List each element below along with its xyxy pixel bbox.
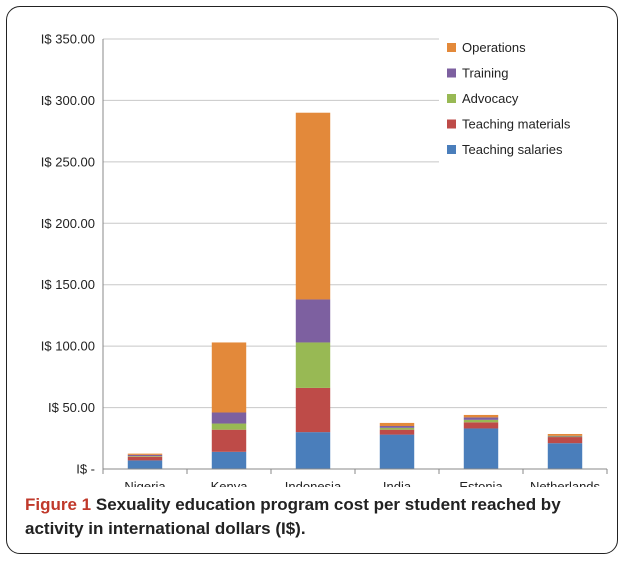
legend: Operations Training Advocacy Teaching mater… bbox=[439, 31, 611, 163]
bar-teaching-materials-india bbox=[379, 429, 415, 435]
caption-text: Sexuality education program cost per stu… bbox=[25, 495, 561, 538]
y-tick-label: I$ 50.00 bbox=[48, 400, 95, 415]
x-category-label: Netherlands bbox=[530, 479, 601, 487]
bar-operations-india bbox=[379, 422, 415, 426]
bar-teaching-salaries-indonesia bbox=[295, 432, 331, 469]
bar-operations-indonesia bbox=[295, 112, 331, 300]
bar-training-indonesia bbox=[295, 299, 331, 343]
bar-operations-estonia bbox=[463, 414, 499, 418]
legend-swatch bbox=[447, 43, 456, 52]
legend-label: Operations bbox=[462, 40, 526, 55]
bars bbox=[127, 112, 583, 469]
y-tick-label: I$ 300.00 bbox=[41, 93, 95, 108]
bar-advocacy-indonesia bbox=[295, 342, 331, 388]
stacked-bar-chart: I$ - I$ 50.00 I$ 100.00 I$ 150.00 I$ 200.00 I… bbox=[41, 31, 611, 487]
bar-training-india bbox=[379, 426, 415, 428]
bar-training-netherlands bbox=[547, 435, 583, 437]
x-category-label: Indonesia bbox=[285, 479, 342, 487]
y-tick-label: I$ 250.00 bbox=[41, 154, 95, 169]
bar-operations-kenya bbox=[211, 342, 247, 413]
figure-label: Figure 1 bbox=[25, 495, 92, 514]
y-tick-label: I$ 100.00 bbox=[41, 339, 95, 354]
y-tick-label: I$ 150.00 bbox=[41, 277, 95, 292]
x-category-label: Estonia bbox=[459, 479, 503, 487]
x-category-label: Nigeria bbox=[124, 479, 166, 487]
bar-advocacy-netherlands bbox=[547, 436, 583, 438]
bar-teaching-materials-estonia bbox=[463, 422, 499, 429]
y-tick-label: I$ - bbox=[76, 462, 95, 477]
bar-teaching-materials-indonesia bbox=[295, 387, 331, 433]
bar-advocacy-india bbox=[379, 427, 415, 430]
bar-teaching-materials-nigeria bbox=[127, 456, 163, 461]
legend-swatch bbox=[447, 68, 456, 78]
bar-teaching-salaries-kenya bbox=[211, 451, 247, 469]
legend-label: Training bbox=[462, 66, 508, 81]
x-category-label: India bbox=[383, 479, 412, 487]
gridlines bbox=[103, 38, 607, 470]
bar-teaching-salaries-india bbox=[379, 434, 415, 469]
bar-teaching-materials-kenya bbox=[211, 429, 247, 452]
y-axis: I$ - I$ 50.00 I$ 100.00 I$ 150.00 I$ 200.00 I… bbox=[41, 32, 104, 477]
legend-background bbox=[439, 31, 611, 163]
figure-caption: Figure 1 Sexuality education program cos… bbox=[25, 493, 615, 541]
x-category-label: Kenya bbox=[211, 479, 249, 487]
bar-teaching-materials-netherlands bbox=[547, 437, 583, 444]
figure-frame: I$ - I$ 50.00 I$ 100.00 I$ 150.00 I$ 200.00 I… bbox=[6, 6, 618, 554]
bar-teaching-salaries-nigeria bbox=[127, 460, 163, 469]
bar-operations-netherlands bbox=[547, 433, 583, 436]
bar-training-kenya bbox=[211, 412, 247, 424]
legend-label: Teaching materials bbox=[462, 117, 571, 132]
legend-label: Advocacy bbox=[462, 91, 519, 106]
x-axis: Nigeria Kenya Indonesia India Estonia Netherl… bbox=[102, 468, 608, 487]
y-tick-label: I$ 200.00 bbox=[41, 216, 95, 231]
legend-swatch bbox=[447, 94, 456, 103]
bar-advocacy-nigeria bbox=[127, 456, 163, 457]
bar-training-nigeria bbox=[127, 454, 163, 457]
legend-label: Teaching salaries bbox=[462, 142, 563, 157]
bar-operations-nigeria bbox=[127, 453, 163, 455]
bar-teaching-salaries-estonia bbox=[463, 428, 499, 469]
bar-teaching-salaries-netherlands bbox=[547, 443, 583, 469]
bar-training-estonia bbox=[463, 417, 499, 420]
legend-swatch bbox=[447, 145, 456, 154]
bar-advocacy-kenya bbox=[211, 423, 247, 430]
legend-swatch bbox=[447, 119, 456, 129]
bar-advocacy-estonia bbox=[463, 419, 499, 423]
y-tick-label: I$ 350.00 bbox=[41, 32, 95, 47]
